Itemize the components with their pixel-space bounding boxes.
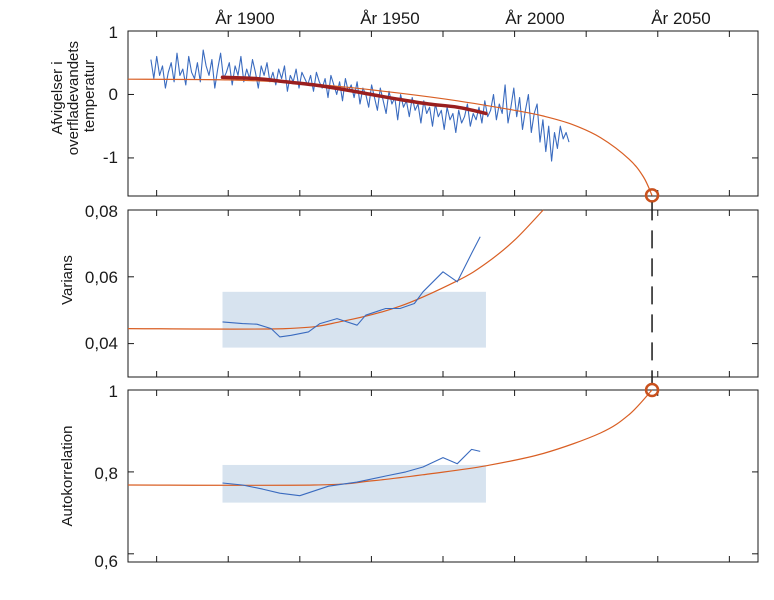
xtick-label-1950: År 1950 (360, 9, 420, 28)
trend-line-temperature (220, 75, 488, 116)
ytick-labels-temperature: 1 0 -1 (103, 23, 118, 167)
baseline-band-variance (222, 291, 486, 348)
observed-temperature-series (150, 49, 570, 162)
y-axis-label-line: overfladevandets (65, 41, 82, 155)
observed-autocorrelation-series (222, 448, 481, 497)
panel-temperature: 1 0 -1 Afvigelser i overfladevandets tem… (49, 23, 759, 203)
tipping-point-marker-bottom (644, 382, 660, 398)
tipping-point-marker-top (644, 188, 660, 203)
ytick-labels-variance: 0,08 0,06 0,04 (85, 202, 118, 353)
model-curve-autocorrelation (127, 389, 653, 486)
observed-variance-series (222, 236, 481, 338)
y-axis-label-variance: Varians (59, 255, 76, 305)
xtick-label-2000: År 2000 (505, 9, 565, 28)
ticks-variance (128, 209, 758, 377)
y-axis-label-temperature: Afvigelser i overfladevandets temperatur (49, 37, 98, 155)
top-axis-labels: År 1900 År 1950 År 2000 År 2050 (215, 9, 711, 28)
ytick-label: -1 (103, 148, 118, 167)
ytick-label: 0,06 (85, 268, 118, 287)
ticks-temperature (128, 30, 758, 196)
ytick-labels-autocorrelation: 1 0,8 0,6 (94, 382, 118, 571)
ytick-label: 0,6 (94, 552, 118, 571)
xtick-label-2050: År 2050 (651, 9, 711, 28)
ytick-label: 0,04 (85, 334, 118, 353)
ytick-label: 1 (109, 382, 118, 401)
xtick-label-1900: År 1900 (215, 9, 275, 28)
ytick-label: 1 (109, 23, 118, 42)
ytick-label: 0,8 (94, 464, 118, 483)
panel-variance: 0,08 0,06 0,04 Varians (59, 202, 759, 378)
baseline-band-autocorrelation (222, 464, 486, 503)
panel-autocorrelation: 1 0,8 0,6 Autokorrelation (59, 382, 759, 571)
y-axis-label-line: Afvigelser i (49, 61, 66, 134)
ytick-label: 0 (109, 85, 118, 104)
y-axis-label-autocorrelation: Autokorrelation (59, 426, 76, 527)
panel-frame-temperature (127, 30, 759, 197)
ytick-label: 0,08 (85, 202, 118, 221)
y-axis-label-line: temperatur (81, 60, 98, 133)
